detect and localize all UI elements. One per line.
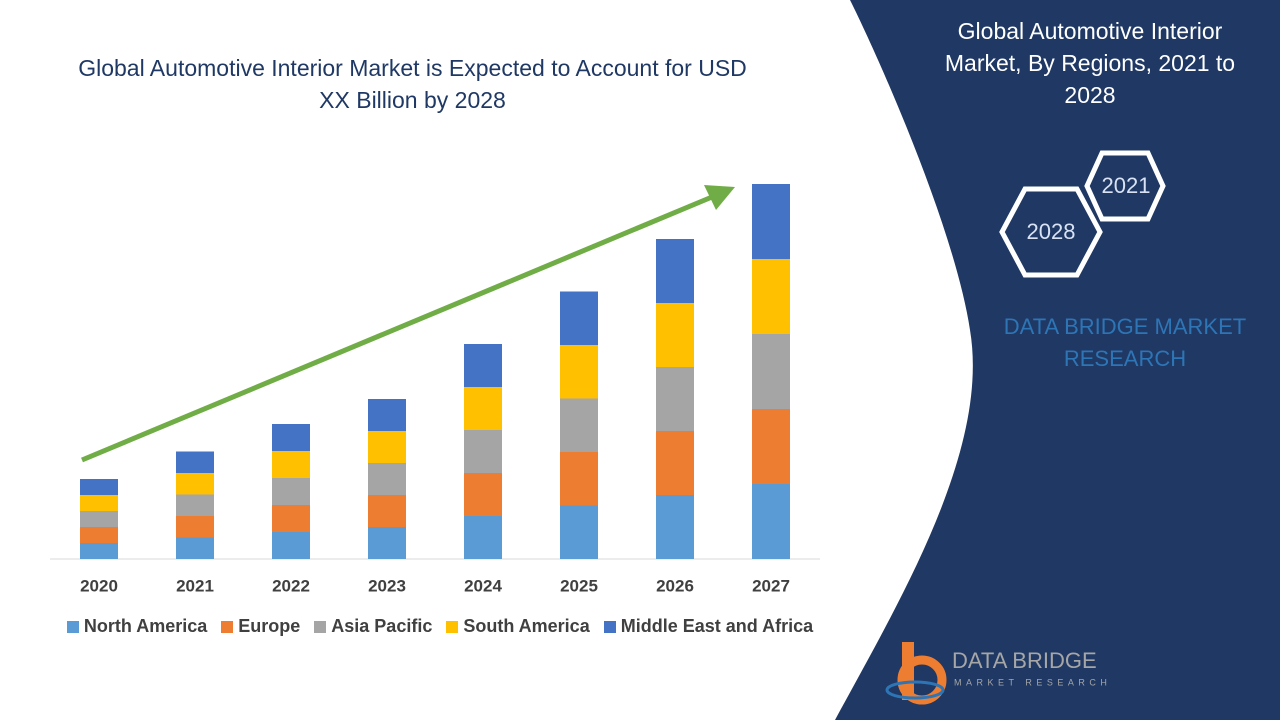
x-tick-label: 2025 [560,576,598,595]
legend-item: Europe [221,616,300,637]
legend-label: Middle East and Africa [620,616,814,636]
hexagon [999,186,1103,278]
hexagon-label: 2021 [1102,173,1151,198]
logo-tagline: MARKET RESEARCH [954,677,1111,687]
legend-label: South America [463,616,590,636]
x-tick-label: 2022 [272,576,310,595]
bar-segment [368,399,406,431]
bar-segment [560,505,598,559]
x-tick-label: 2021 [176,576,214,595]
x-tick-label: 2020 [80,576,118,595]
x-tick-label: 2023 [368,576,406,595]
bar-segment [80,511,118,527]
bar-segment [656,303,694,367]
legend-swatch [603,620,616,633]
bar-segment [272,532,310,559]
arrow-head [704,185,735,210]
logo-bowl [897,655,947,705]
bar-segment [464,516,502,559]
logo-orbit [885,680,945,700]
bar-segment [368,495,406,527]
legend-label: Europe [238,616,301,636]
legend-swatch [66,620,79,633]
legend-item: Asia Pacific [314,616,432,637]
brand: DATA BRIDGE MARKET RESEARCH [1003,314,1247,371]
legend-item: Middle East and Africa [603,616,814,637]
bar-segment [176,451,214,473]
hexagon-label: 2028 [1027,219,1076,244]
bar-segment [560,398,598,452]
bar-segment [656,431,694,495]
bar-segment [368,463,406,495]
legend-item: South America [446,616,590,637]
bar-segment [464,387,502,430]
legend-label: North America [83,616,208,636]
x-tick-label: 2024 [464,576,502,595]
chart-title: Global Automotive Interior Market is Exp… [78,55,747,113]
legend-swatch [446,620,459,633]
bar-segment [80,479,118,495]
bar-segment [656,239,694,303]
bar-segment [80,527,118,543]
bar-segment [368,527,406,559]
side-panel [835,0,1280,720]
bar-segment [752,334,790,409]
legend-label: Asia Pacific [331,616,433,636]
legend: North America Europe Asia Pacific South Ame… [50,616,830,637]
legend-swatch [314,620,327,633]
bar-segment [368,431,406,463]
bar-segment [176,516,214,538]
legend-item: North America [66,616,208,637]
x-tick-label: 2026 [656,576,694,595]
side-title: Global Automotive Interior Market, By Re… [944,18,1236,108]
bar-segment [464,473,502,516]
bar-segment [560,291,598,345]
bar-segment [272,451,310,478]
bar-segment [560,452,598,506]
hexagon [1084,150,1166,222]
bar-segment [752,484,790,559]
bar-segment [464,430,502,473]
bar-segment [176,537,214,559]
bar-segment [80,495,118,511]
trend-arrow [81,194,713,463]
x-tick-label: 2027 [752,576,790,595]
bar-segment [752,409,790,484]
bar-segment [752,259,790,334]
bar-segment [464,344,502,387]
legend-swatch [221,620,234,633]
bar-segment [80,543,118,559]
bar-segment [176,494,214,516]
bar-segment [752,184,790,259]
logo-name: DATA BRIDGE [952,648,1097,673]
bar-segment [656,367,694,431]
bar-segment [272,505,310,532]
bar-segment [272,478,310,505]
bar-segment [560,345,598,399]
bar-segment [176,473,214,495]
bar-segment [272,424,310,451]
bar-segment [656,495,694,559]
